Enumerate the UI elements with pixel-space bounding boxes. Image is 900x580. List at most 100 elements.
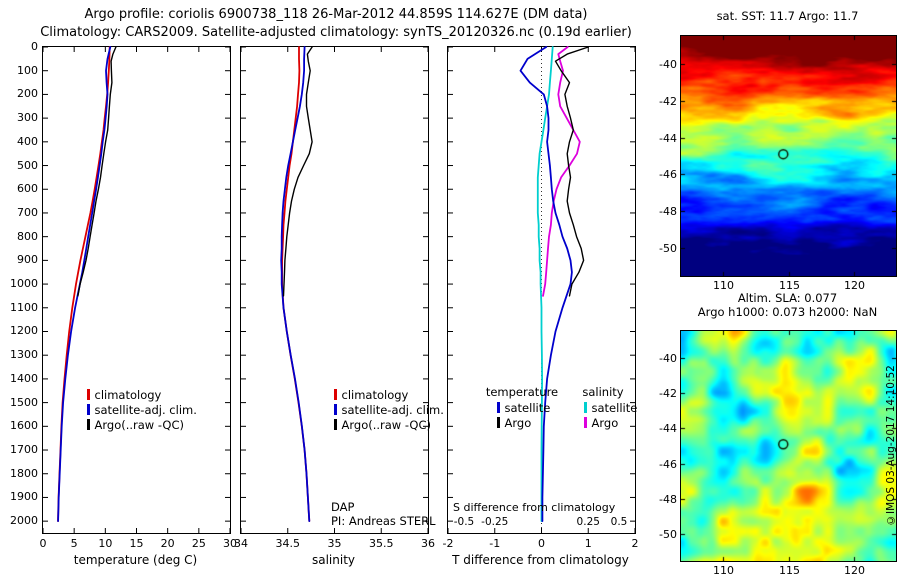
tick-label: 1200	[10, 324, 38, 338]
tick-label: 2000	[10, 514, 38, 528]
diff-legend-temperature-header: temperature	[485, 385, 559, 399]
tick-label: 1000	[10, 277, 38, 291]
tdiff-axis-label: T difference from climatology	[452, 553, 629, 567]
tick-label: 1100	[10, 300, 38, 314]
tick-label: 800	[17, 229, 38, 243]
profile-curves	[240, 46, 429, 533]
tick-label: -44	[659, 131, 677, 145]
legend-item-satellite-sdiff: satellite	[584, 400, 637, 415]
tick-label: 1900	[10, 490, 38, 504]
tick-label: 25	[191, 537, 206, 550]
legend-item-argo-sdiff: Argo	[584, 415, 637, 430]
diff-legend-salinity: satellite Argo	[584, 400, 637, 430]
climatology-line-swatch	[87, 389, 90, 400]
tick-label: 1800	[10, 466, 38, 480]
tick-label: -42	[659, 94, 677, 108]
tick-label: 1700	[10, 443, 38, 457]
salinity-axis-label: salinity	[311, 553, 356, 567]
tick-label: 900	[17, 253, 38, 267]
tick-label: -42	[659, 386, 677, 400]
tick-label: 30	[223, 537, 237, 550]
sdiff-axis-label: S difference from climatology	[453, 501, 616, 514]
tick-label: 10	[98, 537, 113, 550]
legend-label-argo-tdiff: Argo	[504, 415, 532, 430]
tick-label: -48	[659, 204, 677, 218]
tick-label: 34.5	[275, 537, 301, 550]
sla-title-line2: Argo h1000: 0.073 h2000: NaN	[697, 305, 878, 319]
tick-label: 36	[421, 537, 435, 550]
sst-map: 110 115 120 -40 -42 -44 -46 -48 -50	[659, 35, 897, 292]
tick-label: 1300	[10, 348, 38, 362]
map-sst-canvas	[681, 36, 896, 276]
legend-item-argo: Argo(..raw -QC)	[87, 417, 197, 432]
tick-label: 0.25	[576, 516, 600, 528]
tick-label: 110	[713, 279, 734, 292]
diff-legend-salinity-header: salinity	[582, 385, 624, 399]
tick-label: 200	[17, 87, 38, 101]
tick-label: 115	[779, 564, 800, 577]
profile-curves	[42, 46, 231, 533]
legend-label-satellite-sdiff: satellite	[591, 400, 638, 415]
sla-map: 110 115 120 -40 -42 -44 -46 -48 -50	[659, 330, 897, 577]
tick-label: -50	[659, 527, 677, 541]
legend-item-satellite-tdiff: satellite	[497, 400, 550, 415]
satellite-clim-line-swatch	[87, 404, 90, 415]
satellite-tdiff-line-swatch	[497, 402, 500, 413]
salinity-legend: climatology satellite-adj. clim. Argo(..…	[334, 387, 444, 432]
sla-title-line1: Altim. SLA: 0.077	[737, 291, 838, 305]
legend-item-climatology: climatology	[334, 387, 444, 402]
argo-line-swatch	[334, 419, 337, 430]
legend-label-argo: Argo(..raw -QC)	[94, 417, 185, 432]
climatology-line-swatch	[334, 389, 337, 400]
legend-label-climatology: climatology	[341, 387, 409, 402]
tick-label: 15	[129, 537, 144, 550]
legend-item-satellite-clim: satellite-adj. clim.	[334, 402, 444, 417]
tick-label: -40	[659, 351, 677, 365]
figure-title-line2: Climatology: CARS2009. Satellite-adjuste…	[40, 25, 632, 40]
tick-label: 1400	[10, 371, 38, 385]
argo-line-swatch	[87, 419, 90, 430]
tick-label: -0.25	[481, 516, 509, 528]
tick-label: 0	[39, 537, 47, 550]
tick-label: 120	[844, 279, 865, 292]
legend-item-argo: Argo(..raw -QC)	[334, 417, 444, 432]
argo-tdiff-line-swatch	[497, 417, 500, 428]
tick-label: 400	[17, 134, 38, 148]
legend-item-climatology: climatology	[87, 387, 197, 402]
legend-label-climatology: climatology	[94, 387, 162, 402]
dap-note-line2: PI: Andreas STERL	[331, 514, 436, 528]
legend-label-argo: Argo(..raw -QC)	[341, 417, 432, 432]
satellite-sdiff-line-swatch	[584, 402, 587, 413]
diff-legend-temperature: satellite Argo	[497, 400, 550, 430]
sst-map-title: sat. SST: 11.7 Argo: 11.7	[716, 9, 859, 23]
tick-label: 0	[31, 40, 38, 53]
map-sla-canvas	[681, 331, 896, 561]
tick-label: 35.5	[369, 537, 394, 550]
tick-label: -46	[659, 167, 677, 181]
tick-label: 5	[70, 537, 78, 550]
temperature-axis-label: temperature (deg C)	[73, 553, 198, 567]
tick-label: -2	[442, 537, 454, 550]
tick-label: -1	[489, 537, 501, 550]
tick-label: -44	[659, 421, 677, 435]
legend-label-satellite-clim: satellite-adj. clim.	[94, 402, 197, 417]
dap-note-line1: DAP	[331, 500, 355, 514]
tick-label: -50	[659, 241, 677, 255]
imos-watermark: ©IMOS 03-Aug-2017 14:10:52	[885, 365, 897, 527]
tick-label: 0	[538, 537, 545, 550]
tick-label: 120	[844, 564, 865, 577]
tick-label: 1600	[10, 419, 38, 433]
salinity-profile-panel: 34 34.5 35 35.5 36	[234, 46, 435, 550]
tick-label: 34	[234, 537, 248, 550]
tick-label: 2	[631, 537, 639, 550]
tick-label: 1500	[10, 395, 38, 409]
tick-label: -48	[659, 492, 677, 506]
legend-item-argo-tdiff: Argo	[497, 415, 550, 430]
legend-label-satellite-clim: satellite-adj. clim.	[341, 402, 444, 417]
tick-label: 0.5	[610, 516, 628, 528]
tick-label: 500	[17, 158, 38, 172]
tick-label: 100	[17, 63, 38, 77]
profile-curves	[447, 46, 636, 533]
difference-profile-panel: -2 -1 0 1 2 -0.5 -0.25 0.25 0.5	[443, 46, 639, 550]
